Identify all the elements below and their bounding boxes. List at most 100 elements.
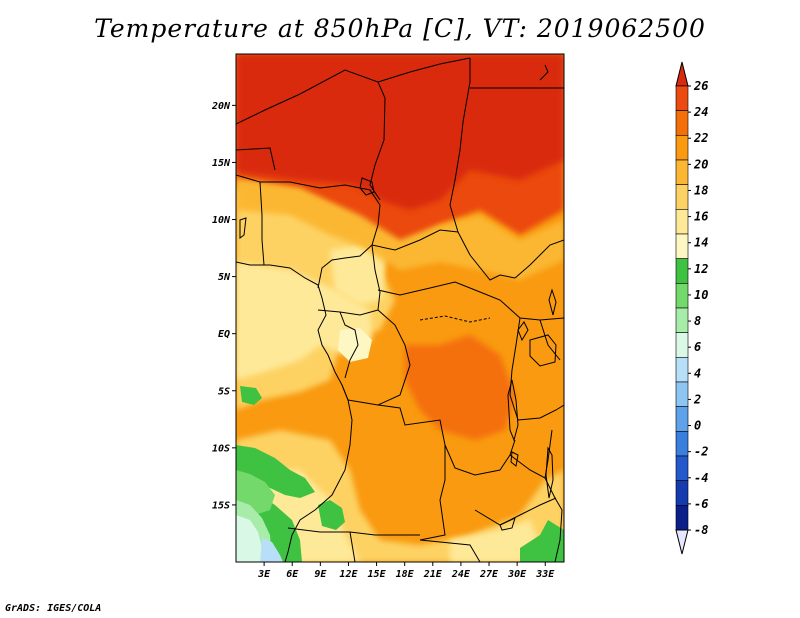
- lake-tanganyika: [507, 379, 519, 442]
- field-lightest-central: [330, 245, 385, 305]
- lat-tick-label: EQ: [218, 329, 230, 340]
- lon-tick-label: 18E: [396, 569, 415, 580]
- colorbar-label: 26: [693, 79, 708, 93]
- lake-volta: [239, 217, 247, 239]
- colorbar-segment: [675, 307, 689, 333]
- lake-victoria: [529, 334, 557, 367]
- lon-tick-label: 12E: [339, 569, 358, 580]
- colorbar-segment: [675, 233, 689, 259]
- colorbar-over-arrow: [675, 61, 689, 87]
- field-lightest-west: [236, 262, 372, 380]
- lon-tick-label: 27E: [479, 569, 499, 580]
- colorbar-segment: [675, 480, 689, 506]
- colorbar-segment: [675, 505, 689, 531]
- colorbar-label: 4: [694, 366, 701, 380]
- border-cameroon-gabon: [317, 309, 379, 316]
- latitude-axis: 20N 15N 10N 5N EQ 5S 10S 15S: [211, 101, 236, 511]
- colorbar-label: 12: [694, 262, 708, 276]
- colorbar-label: 22: [693, 131, 708, 145]
- colorbar-under-arrow: [675, 529, 689, 555]
- colorbar-label: 24: [693, 105, 708, 119]
- colorbar-label: -6: [694, 497, 708, 511]
- colorbar-segment: [675, 184, 689, 210]
- lat-tick-label: 5N: [218, 272, 231, 283]
- colorbar-label: 8: [694, 314, 701, 328]
- border-zambia-zimbabwe: [474, 497, 557, 526]
- lat-tick-label: 10N: [212, 215, 231, 226]
- border-car-south: [377, 281, 476, 296]
- border-drc-uganda: [509, 317, 521, 421]
- colorbar-label: 18: [694, 183, 708, 197]
- border-tanzania: [517, 404, 564, 421]
- lake-mweru: [510, 451, 519, 467]
- coastline: [236, 261, 353, 562]
- border-car-sudan: [457, 231, 516, 281]
- longitude-axis: 3E 6E 9E 12E 15E 18E 21E 24E 27E 30E 33E: [257, 562, 555, 580]
- lon-tick-label: 15E: [368, 569, 387, 580]
- colorbar-segment: [675, 431, 689, 457]
- colorbar-segment: [675, 258, 689, 284]
- lon-tick-label: 6E: [286, 569, 299, 580]
- border-algeria-niger: [236, 69, 386, 125]
- field-green-west-small: [240, 386, 262, 405]
- lake-albert: [517, 321, 529, 342]
- lat-tick-label: 15N: [212, 158, 231, 169]
- colorbar-segment: [675, 357, 689, 383]
- field-green-patch: [318, 500, 345, 530]
- colorbar-label: 2: [693, 392, 701, 406]
- border-mali-niger: [236, 147, 276, 171]
- border-nigeria-cameroon: [317, 204, 381, 289]
- border-chad-sudan: [449, 58, 471, 233]
- border-uganda-kenya: [539, 319, 561, 361]
- border-drc-zambia: [444, 439, 516, 476]
- lon-tick-label: 9E: [314, 569, 327, 580]
- lake-congo-dashes: [419, 315, 491, 323]
- border-gabon-congo: [339, 311, 359, 379]
- lon-tick-label: 33E: [535, 569, 555, 580]
- colorbar-segment: [675, 135, 689, 161]
- lake-turkana: [548, 288, 557, 316]
- colorbar-label: -2: [694, 445, 708, 459]
- lon-tick-label: 21E: [423, 569, 443, 580]
- map-frame: [235, 53, 565, 563]
- colorbar-label: 10: [694, 288, 708, 302]
- lat-tick-label: 15S: [212, 500, 230, 511]
- field-orange-band: [236, 178, 564, 280]
- lon-tick-label: 30E: [507, 569, 527, 580]
- border-congo-drc: [377, 309, 411, 406]
- lake-kariba: [499, 517, 516, 531]
- border-chad-car: [371, 229, 459, 251]
- border-angola-zambia: [419, 445, 446, 541]
- lon-tick-label: 3E: [257, 569, 271, 580]
- lon-tick-label: 24E: [451, 569, 471, 580]
- lake-malawi: [545, 446, 554, 499]
- border-mozambique: [544, 477, 563, 562]
- border-cameroon-car: [371, 244, 381, 311]
- border-namibia-botswana: [419, 539, 481, 562]
- colorbar-label: 16: [694, 210, 708, 224]
- border-libya-niger: [377, 57, 471, 83]
- colorbar-segment: [675, 332, 689, 358]
- field-deep-orange-center: [405, 335, 515, 440]
- colorbar-segment: [675, 406, 689, 432]
- colorbar-label: 20: [693, 157, 708, 171]
- colorbar-label: 6: [694, 340, 701, 354]
- temperature-field: [236, 54, 564, 562]
- field-green-southeast: [520, 520, 564, 562]
- nile-swamp: [539, 64, 549, 81]
- colorbar-segment: [675, 110, 689, 136]
- software-credit: GrADS: IGES/COLA: [5, 603, 102, 614]
- colorbar-label: -4: [694, 471, 708, 485]
- field-green-southwest: [236, 445, 315, 498]
- colorbar-segment: [675, 455, 689, 481]
- field-darkred-north: [236, 54, 564, 210]
- colorbar-segment: [675, 85, 689, 111]
- colorbar-segment: [675, 209, 689, 235]
- colorbar-label: 14: [694, 236, 708, 250]
- field-lightest-southeast: [450, 520, 540, 562]
- colorbar-segment: [675, 283, 689, 309]
- lat-tick-label: 5S: [218, 386, 230, 397]
- colorbar-segment: [675, 381, 689, 407]
- colorbar-label: -8: [694, 523, 708, 537]
